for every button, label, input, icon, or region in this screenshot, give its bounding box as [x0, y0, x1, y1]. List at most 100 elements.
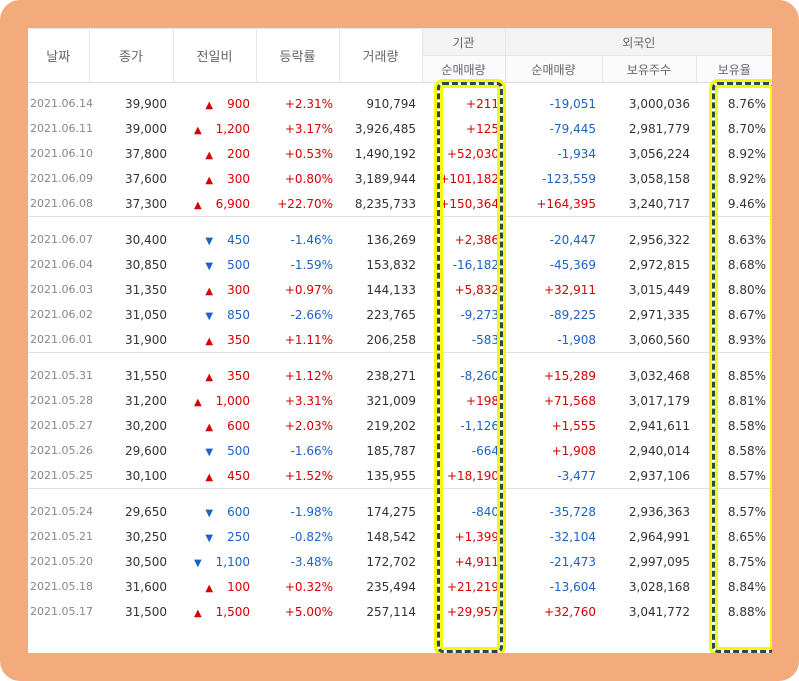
cell-close: 30,200	[125, 418, 167, 433]
cell-foreign-ratio: 8.84%	[727, 579, 766, 594]
group-separator	[28, 488, 772, 499]
institution-column-highlight	[437, 82, 503, 653]
cell-foreign-hold: 2,997,095	[628, 554, 690, 569]
cell-foreign-ratio: 8.85%	[727, 368, 766, 383]
cell-diff-value: 1,200	[215, 121, 250, 136]
cell-diff-value: 250	[227, 529, 250, 544]
cell-close: 31,550	[125, 368, 167, 383]
cell-volume: 153,832	[366, 257, 416, 272]
cell-volume: 235,494	[366, 579, 416, 594]
table-row: 2021.06.01 31,900 ▲ 350 +1.11% 206,258 -583 -1,…	[28, 327, 772, 353]
cell-date: 2021.05.20	[30, 555, 93, 568]
cell-date: 2021.05.21	[30, 530, 93, 543]
cell-foreign-net: +164,395	[536, 196, 596, 211]
cell-foreign-hold: 2,937,106	[628, 468, 690, 483]
down-triangle-icon: ▼	[205, 532, 214, 544]
table-row: 2021.05.27 30,200 ▲ 600 +2.03% 219,202 -1,126 +…	[28, 413, 772, 438]
cell-foreign-hold: 3,240,717	[628, 196, 690, 211]
table-row: 2021.05.31 31,550 ▲ 350 +1.12% 238,271 -8,260 +…	[28, 363, 772, 388]
cell-date: 2021.06.07	[30, 233, 93, 246]
cell-volume: 148,542	[366, 529, 416, 544]
cell-diff: ▼ 1,100	[173, 549, 256, 574]
cell-volume: 219,202	[366, 418, 416, 433]
cell-foreign-hold: 2,971,335	[628, 307, 690, 322]
cell-foreign-ratio: 9.46%	[727, 196, 766, 211]
up-triangle-icon: ▲	[205, 421, 214, 433]
table-row: 2021.06.11 39,000 ▲ 1,200 +3.17% 3,926,485 +12…	[28, 116, 772, 141]
cell-foreign-hold: 2,941,611	[628, 418, 690, 433]
cell-inst-net: +101,182	[439, 171, 499, 186]
cell-diff-value: 6,900	[215, 196, 250, 211]
header-foreign-ratio: 보유율	[696, 55, 772, 83]
cell-volume: 206,258	[366, 332, 416, 347]
cell-foreign-net: -21,473	[549, 554, 596, 569]
cell-foreign-net: +1,908	[551, 443, 596, 458]
cell-volume: 223,765	[366, 307, 416, 322]
down-triangle-icon: ▼	[205, 235, 214, 247]
cell-diff-value: 300	[227, 171, 250, 186]
cell-rate: -2.66%	[290, 307, 333, 322]
cell-foreign-ratio: 8.92%	[727, 146, 766, 161]
cell-foreign-ratio: 8.88%	[727, 604, 766, 619]
cell-date: 2021.05.17	[30, 605, 93, 618]
cell-rate: +0.80%	[284, 171, 333, 186]
daily-trading-table: 날짜 종가 전일비 등락률 거래량 기관 외국인 순매매량 순매매량 보유주수 …	[28, 28, 772, 624]
cell-close: 29,600	[125, 443, 167, 458]
table-row: 2021.06.09 37,600 ▲ 300 +0.80% 3,189,944 +101,…	[28, 166, 772, 191]
up-triangle-icon: ▲	[205, 582, 214, 594]
table-row: 2021.05.21 30,250 ▼ 250 -0.82% 148,542 +1,399 -…	[28, 524, 772, 549]
cell-rate: +3.17%	[284, 121, 333, 136]
cell-date: 2021.05.28	[30, 394, 93, 407]
cell-volume: 174,275	[366, 504, 416, 519]
cell-volume: 3,189,944	[354, 171, 416, 186]
cell-foreign-ratio: 8.58%	[727, 443, 766, 458]
table-row: 2021.06.02 31,050 ▼ 850 -2.66% 223,765 -9,273 -…	[28, 302, 772, 327]
cell-close: 39,900	[125, 96, 167, 111]
cell-date: 2021.06.02	[30, 308, 93, 321]
cell-foreign-net: -79,445	[549, 121, 596, 136]
down-triangle-icon: ▼	[205, 446, 214, 458]
cell-close: 31,900	[125, 332, 167, 347]
table-row: 2021.06.14 39,900 ▲ 900 +2.31% 910,794 +211 -19…	[28, 91, 772, 116]
cell-volume: 257,114	[366, 604, 416, 619]
cell-diff-value: 1,000	[215, 393, 250, 408]
cell-diff-value: 500	[227, 257, 250, 272]
table-row: 2021.05.25 30,100 ▲ 450 +1.52% 135,955 +18,190…	[28, 463, 772, 489]
up-triangle-icon: ▲	[193, 607, 202, 619]
cell-date: 2021.06.04	[30, 258, 93, 271]
cell-inst-net: -16,182	[452, 257, 499, 272]
cell-diff: ▼ 600	[173, 499, 256, 524]
cell-foreign-hold: 3,056,224	[628, 146, 690, 161]
cell-diff: ▲ 900	[173, 91, 256, 116]
up-triangle-icon: ▲	[205, 149, 214, 161]
cell-rate: -1.59%	[290, 257, 333, 272]
up-triangle-icon: ▲	[205, 174, 214, 186]
cell-inst-net: +2,386	[454, 232, 499, 247]
cell-rate: +2.03%	[284, 418, 333, 433]
cell-rate: -0.82%	[290, 529, 333, 544]
cell-rate: -1.66%	[290, 443, 333, 458]
cell-foreign-ratio: 8.57%	[727, 504, 766, 519]
header-date: 날짜	[28, 28, 90, 83]
cell-rate: +1.52%	[284, 468, 333, 483]
stock-trading-panel: 날짜 종가 전일비 등락률 거래량 기관 외국인 순매매량 순매매량 보유주수 …	[28, 28, 772, 653]
cell-foreign-net: -3,477	[557, 468, 596, 483]
cell-foreign-ratio: 8.58%	[727, 418, 766, 433]
cell-foreign-net: +1,555	[551, 418, 596, 433]
cell-diff-value: 850	[227, 307, 250, 322]
up-triangle-icon: ▲	[193, 396, 202, 408]
cell-foreign-ratio: 8.65%	[727, 529, 766, 544]
cell-foreign-net: +32,911	[543, 282, 596, 297]
group-separator	[28, 352, 772, 363]
cell-diff: ▼ 500	[173, 252, 256, 277]
cell-diff-value: 350	[227, 332, 250, 347]
cell-diff-value: 900	[227, 96, 250, 111]
header-institution: 기관	[422, 28, 506, 56]
cell-rate: +0.32%	[284, 579, 333, 594]
table-body: 2021.06.14 39,900 ▲ 900 +2.31% 910,794 +211 -19…	[28, 83, 772, 625]
cell-foreign-hold: 3,032,468	[628, 368, 690, 383]
cell-foreign-ratio: 8.63%	[727, 232, 766, 247]
cell-diff-value: 1,500	[215, 604, 250, 619]
cell-rate: +3.31%	[284, 393, 333, 408]
cell-date: 2021.05.24	[30, 505, 93, 518]
